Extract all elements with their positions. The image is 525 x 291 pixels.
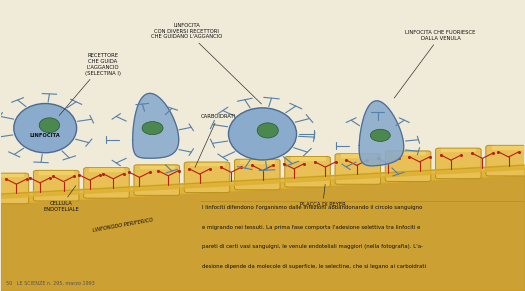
Ellipse shape [370, 129, 390, 141]
FancyBboxPatch shape [235, 159, 280, 190]
FancyBboxPatch shape [385, 151, 431, 182]
FancyBboxPatch shape [83, 168, 129, 198]
Ellipse shape [14, 104, 77, 153]
Text: I linfociti difendono l'organismo dalle infezioni abbandonando il circolo sangui: I linfociti difendono l'organismo dalle … [202, 205, 423, 210]
Text: desione dipende da molecole di superficie, le selectine, che si legano ai carboi: desione dipende da molecole di superfici… [202, 264, 426, 269]
Text: pareti di certi vasi sanguigni, le venule endoteliali maggiori (nella fotografia: pareti di certi vasi sanguigni, le venul… [202, 244, 423, 249]
Text: LINFONODO PERIFERICO: LINFONODO PERIFERICO [92, 217, 153, 233]
Text: PLACCA DI PEYER: PLACCA DI PEYER [300, 184, 345, 207]
FancyBboxPatch shape [436, 148, 481, 179]
FancyBboxPatch shape [184, 162, 230, 193]
FancyBboxPatch shape [335, 154, 381, 184]
Text: LINFOCITA CHE FUORIESCE
DALLA VENULA: LINFOCITA CHE FUORIESCE DALLA VENULA [394, 30, 476, 98]
FancyBboxPatch shape [285, 157, 330, 187]
Text: CARBOIDRATI: CARBOIDRATI [195, 114, 236, 167]
Polygon shape [359, 101, 404, 166]
Ellipse shape [142, 122, 163, 135]
Text: 50   LE SCIENZE n. 295, marzo 1993: 50 LE SCIENZE n. 295, marzo 1993 [6, 281, 94, 286]
Text: e migrando nei tessuti. La prima fase comporta l'adesione selettiva tra linfocit: e migrando nei tessuti. La prima fase co… [202, 225, 421, 230]
Ellipse shape [228, 108, 297, 160]
FancyBboxPatch shape [486, 146, 525, 176]
Text: LINFOCITA: LINFOCITA [30, 133, 61, 138]
FancyBboxPatch shape [134, 165, 180, 195]
Ellipse shape [257, 123, 278, 138]
Text: CELLULA
ENDOTELIALE: CELLULA ENDOTELIALE [43, 186, 79, 212]
Ellipse shape [39, 118, 60, 133]
FancyBboxPatch shape [0, 173, 29, 204]
Text: LINFOCITA
CON DIVERSI RECETTORI
CHE GUIDANO L'AGGANCIO: LINFOCITA CON DIVERSI RECETTORI CHE GUID… [151, 23, 261, 104]
FancyBboxPatch shape [34, 170, 79, 201]
Polygon shape [133, 93, 178, 158]
Text: RECETTORE
CHE GUIDA
L'AGGANCIO
(SELECTINA I): RECETTORE CHE GUIDA L'AGGANCIO (SELECTIN… [59, 53, 121, 116]
